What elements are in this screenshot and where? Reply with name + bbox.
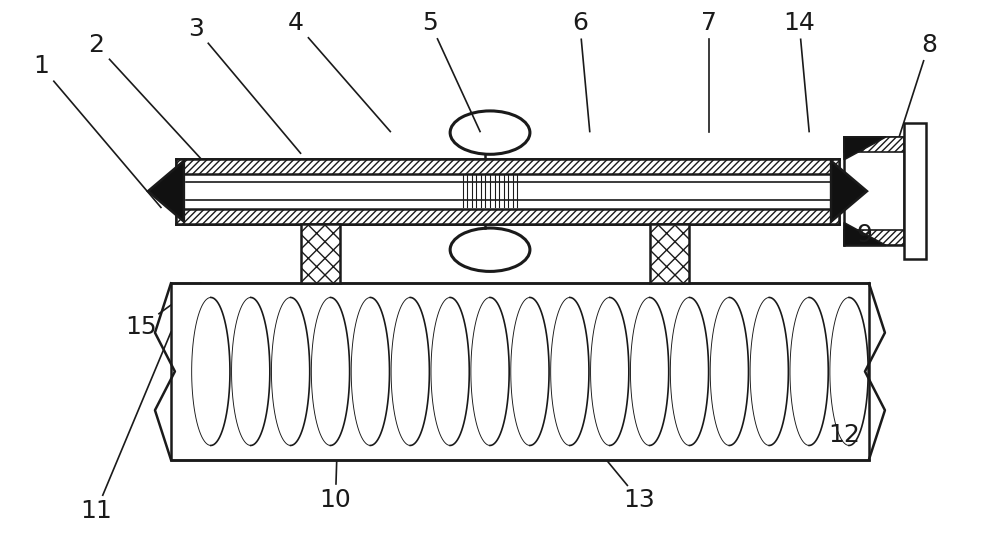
Polygon shape: [844, 222, 886, 245]
Bar: [171, 283, 869, 459]
Polygon shape: [831, 161, 867, 221]
Bar: [176, 159, 839, 174]
Text: 2: 2: [88, 33, 104, 57]
Text: 6: 6: [572, 11, 588, 35]
Text: 12: 12: [828, 423, 860, 447]
Text: 13: 13: [624, 488, 655, 512]
Text: 8: 8: [921, 33, 937, 57]
Text: 5: 5: [422, 11, 438, 35]
Bar: [650, 223, 689, 283]
Text: 14: 14: [783, 11, 815, 35]
Text: 7: 7: [701, 11, 717, 35]
Text: 10: 10: [320, 488, 351, 512]
Bar: [176, 209, 839, 223]
Bar: [904, 123, 926, 259]
Bar: [844, 152, 904, 230]
Polygon shape: [844, 137, 886, 160]
Bar: [176, 174, 839, 209]
Polygon shape: [148, 161, 184, 221]
Text: 3: 3: [188, 16, 204, 40]
Text: 1: 1: [33, 54, 49, 78]
Text: 11: 11: [80, 499, 112, 523]
Bar: [844, 137, 904, 152]
Bar: [301, 223, 340, 283]
Text: 15: 15: [125, 314, 157, 339]
Text: 4: 4: [288, 11, 304, 35]
Text: 9: 9: [856, 222, 872, 246]
Bar: [844, 230, 904, 245]
